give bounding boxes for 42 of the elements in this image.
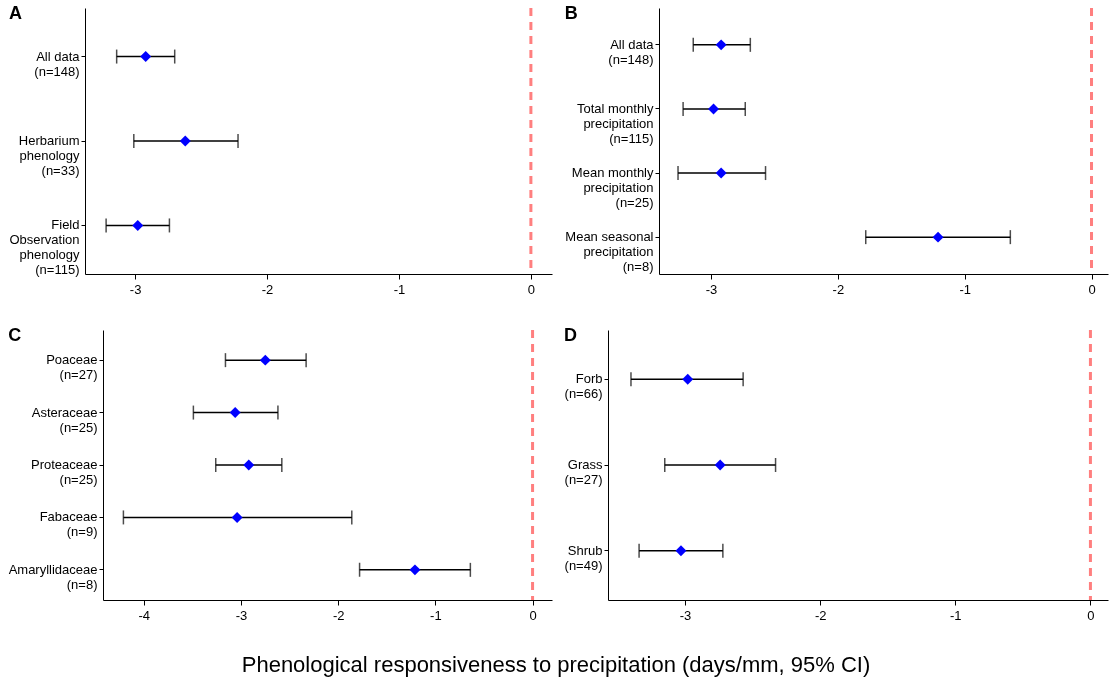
x-tick-label: -1 xyxy=(393,281,406,297)
x-tick-label: 0 xyxy=(529,607,537,623)
x-tick-label: -2 xyxy=(332,607,345,623)
point xyxy=(231,511,243,523)
y-tick-label: Shrub (n=49) xyxy=(564,542,603,573)
y-tick-label: Mean seasonal precipitation (n=8) xyxy=(565,229,654,275)
y-tick-label: Herbarium phenology (n=33) xyxy=(18,133,80,178)
y-tick-label: Grass (n=27) xyxy=(564,457,603,487)
point xyxy=(409,564,421,576)
point xyxy=(259,354,271,366)
chart-title: B xyxy=(564,2,578,23)
y-tick-label: Forb (n=66) xyxy=(564,371,603,402)
x-tick-label: -2 xyxy=(261,281,274,297)
y-tick-label: Field Observation phenology (n=115) xyxy=(9,217,80,278)
x-tick-label: -1 xyxy=(430,607,442,623)
x-tick-label: -4 xyxy=(138,607,151,623)
x-tick-label: -1 xyxy=(959,281,971,297)
x-tick-label: 0 xyxy=(1088,281,1096,297)
y-tick-label: Asteraceae (n=25) xyxy=(31,404,98,435)
point xyxy=(229,407,241,419)
y-tick-label: Fabaceae (n=9) xyxy=(39,509,98,540)
y-tick-label: Amaryllidaceae (n=8) xyxy=(8,561,98,592)
chart-title: A xyxy=(8,2,22,23)
y-tick-label: Total monthly precipitation (n=115) xyxy=(576,100,654,146)
y-tick-label: All data (n=148) xyxy=(608,36,655,67)
x-tick-label: -3 xyxy=(679,607,692,623)
x-tick-label: -1 xyxy=(950,607,962,623)
y-tick-label: Proteaceae (n=25) xyxy=(31,457,98,487)
chart-title: D xyxy=(564,324,578,345)
point xyxy=(243,459,255,471)
x-tick-label: 0 xyxy=(527,281,536,297)
chart-title: C xyxy=(8,324,22,345)
y-tick-label: Poaceae (n=27) xyxy=(46,352,98,383)
y-tick-label: Mean monthly precipitation (n=25) xyxy=(571,165,654,211)
x-tick-label: -3 xyxy=(235,607,248,623)
y-tick-label: All data (n=148) xyxy=(34,48,81,79)
x-tick-label: -2 xyxy=(814,607,827,623)
x-axis-title: Phenological responsiveness to precipitation (days/mm, 95% CI) xyxy=(240,652,872,678)
x-tick-label: -3 xyxy=(129,281,142,297)
x-tick-label: -2 xyxy=(832,281,845,297)
x-tick-label: 0 xyxy=(1087,607,1095,623)
x-tick-label: -3 xyxy=(705,281,718,297)
